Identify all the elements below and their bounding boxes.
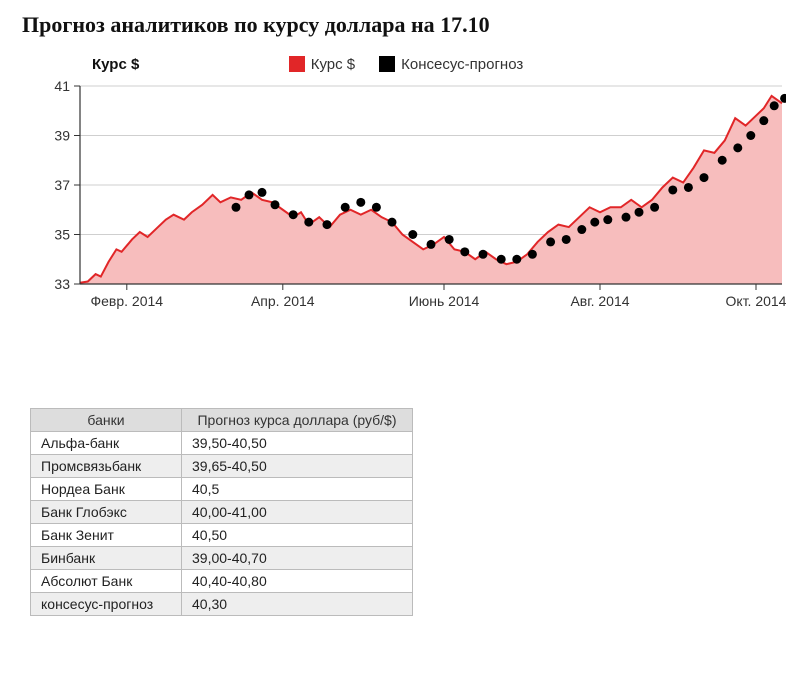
legend-swatch: [379, 56, 395, 72]
table-cell: Промсвязьбанк: [31, 455, 182, 478]
chart-legend: Курс $ Консесус-прогноз: [26, 56, 786, 73]
svg-text:37: 37: [54, 177, 70, 193]
svg-text:Февр. 2014: Февр. 2014: [91, 293, 164, 309]
table-header-cell: Прогноз курса доллара (руб/$): [182, 409, 413, 432]
svg-text:41: 41: [54, 78, 70, 94]
legend-label: Консесус-прогноз: [401, 56, 523, 73]
table-cell: Банк Глобэкс: [31, 501, 182, 524]
forecast-table: банкиПрогноз курса доллара (руб/$) Альфа…: [30, 408, 413, 616]
rate-chart: Курс $ 33 35 37 39 41 Февр. 2014 Апр. 2014 Июнь…: [26, 56, 786, 346]
legend-swatch: [289, 56, 305, 72]
table-cell: Нордеа Банк: [31, 478, 182, 501]
chart-svg: 33 35 37 39 41 Февр. 2014 Апр. 2014 Июнь 2014 Ав…: [26, 74, 786, 324]
table-cell: Бинбанк: [31, 547, 182, 570]
table-row: Промсвязьбанк39,65-40,50: [31, 455, 413, 478]
table-cell: 40,30: [182, 593, 413, 616]
svg-text:Авг. 2014: Авг. 2014: [570, 293, 629, 309]
chart-title: Курс $: [92, 56, 139, 73]
table-cell: 40,5: [182, 478, 413, 501]
legend-label: Курс $: [311, 56, 355, 73]
svg-text:Окт. 2014: Окт. 2014: [726, 293, 786, 309]
table-cell: 40,50: [182, 524, 413, 547]
table-cell: 40,00-41,00: [182, 501, 413, 524]
table-cell: 40,40-40,80: [182, 570, 413, 593]
table-cell: консесус-прогноз: [31, 593, 182, 616]
table-row: консесус-прогноз40,30: [31, 593, 413, 616]
table-cell: Банк Зенит: [31, 524, 182, 547]
table-cell: Абсолют Банк: [31, 570, 182, 593]
table-cell: Альфа-банк: [31, 432, 182, 455]
table-header-row: банкиПрогноз курса доллара (руб/$): [31, 409, 413, 432]
table-header-cell: банки: [31, 409, 182, 432]
table-row: Банк Глобэкс40,00-41,00: [31, 501, 413, 524]
table-row: Бинбанк39,00-40,70: [31, 547, 413, 570]
svg-text:Июнь 2014: Июнь 2014: [409, 293, 480, 309]
svg-text:33: 33: [54, 276, 70, 292]
svg-text:Апр. 2014: Апр. 2014: [251, 293, 315, 309]
table-row: Абсолют Банк40,40-40,80: [31, 570, 413, 593]
table-row: Альфа-банк39,50-40,50: [31, 432, 413, 455]
table-cell: 39,50-40,50: [182, 432, 413, 455]
svg-text:39: 39: [54, 128, 70, 144]
page-title: Прогноз аналитиков по курсу доллара на 1…: [22, 12, 802, 38]
table-cell: 39,65-40,50: [182, 455, 413, 478]
table-cell: 39,00-40,70: [182, 547, 413, 570]
table-row: Нордеа Банк40,5: [31, 478, 413, 501]
table-row: Банк Зенит40,50: [31, 524, 413, 547]
svg-text:35: 35: [54, 227, 70, 243]
